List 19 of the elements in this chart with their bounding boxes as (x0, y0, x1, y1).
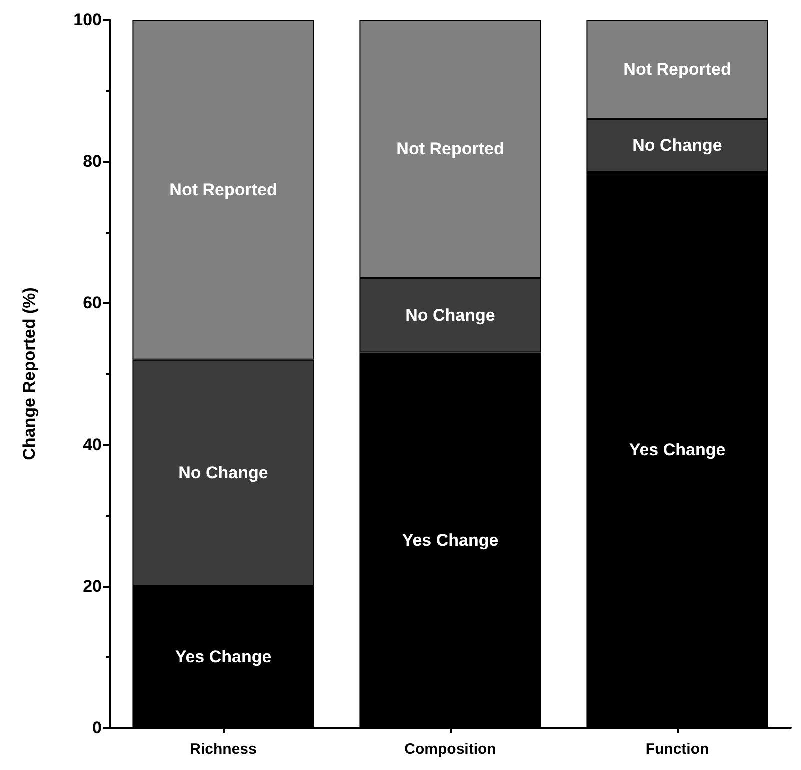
y-tick-label: 100 (74, 10, 102, 30)
x-tick-label: Composition (404, 741, 496, 758)
text: No Change (406, 306, 496, 326)
y-tick-label: 80 (83, 152, 102, 172)
x-tick-label: Function (646, 741, 710, 758)
series-label: No Change (632, 136, 722, 156)
text: Yes Change (175, 648, 272, 667)
text: No Change (178, 464, 268, 483)
y-tick-label: 40 (83, 435, 102, 454)
series-label: Yes Change (629, 440, 726, 460)
text: Not Reported (396, 140, 504, 159)
x-tick-label: Richness (190, 741, 257, 758)
y-tick-label: 20 (83, 576, 102, 596)
series-label: Not Reported (624, 60, 732, 80)
y-tick-label: 0 (92, 718, 102, 738)
y-tick-label: 60 (83, 294, 102, 313)
text: Not Reported (170, 180, 278, 200)
text: Yes Change (402, 530, 499, 550)
y-axis-title: Change Reported (%) (20, 288, 39, 460)
